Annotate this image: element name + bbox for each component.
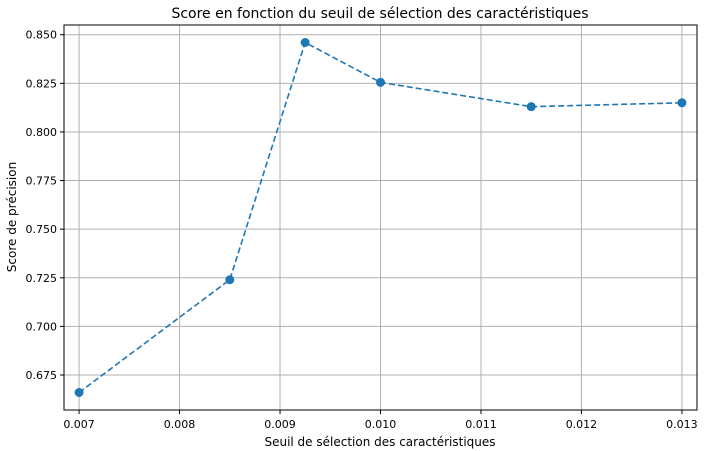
data-point <box>376 77 385 87</box>
x-axis-label: Seuil de sélection des caractéristiques <box>264 435 495 449</box>
x-tick-label: 0.009 <box>264 418 296 431</box>
y-tick-label: 0.750 <box>26 223 58 236</box>
data-point <box>526 102 536 112</box>
y-axis-label: Score de précision <box>5 162 19 272</box>
y-tick-label: 0.850 <box>26 29 58 42</box>
x-tick-label: 0.010 <box>365 418 397 431</box>
axes-layer: 0.007 0.008 0.009 0.010 0.011 0.012 0.013 0.675… <box>26 24 698 431</box>
chart-title: Score en fonction du seuil de sélection … <box>171 6 588 22</box>
y-tick-label: 0.675 <box>26 369 58 382</box>
labels-layer: Score en fonction du seuil de sélection … <box>5 6 589 449</box>
x-tick-label: 0.008 <box>164 418 196 431</box>
y-tick-label: 0.725 <box>26 272 58 285</box>
x-tick-label: 0.012 <box>566 418 598 431</box>
data-point <box>74 388 84 397</box>
data-point <box>677 98 687 108</box>
series-layer <box>74 38 687 397</box>
data-point <box>225 275 235 285</box>
x-tick-label: 0.013 <box>666 418 698 431</box>
y-tick-label: 0.700 <box>26 320 58 333</box>
y-tick-label: 0.825 <box>26 77 58 90</box>
data-point <box>300 38 310 47</box>
y-tick-label: 0.800 <box>26 126 58 139</box>
y-tick-label: 0.775 <box>26 175 58 188</box>
x-tick-label: 0.007 <box>63 418 95 431</box>
series-line <box>78 41 682 394</box>
x-tick-label: 0.011 <box>465 418 497 431</box>
